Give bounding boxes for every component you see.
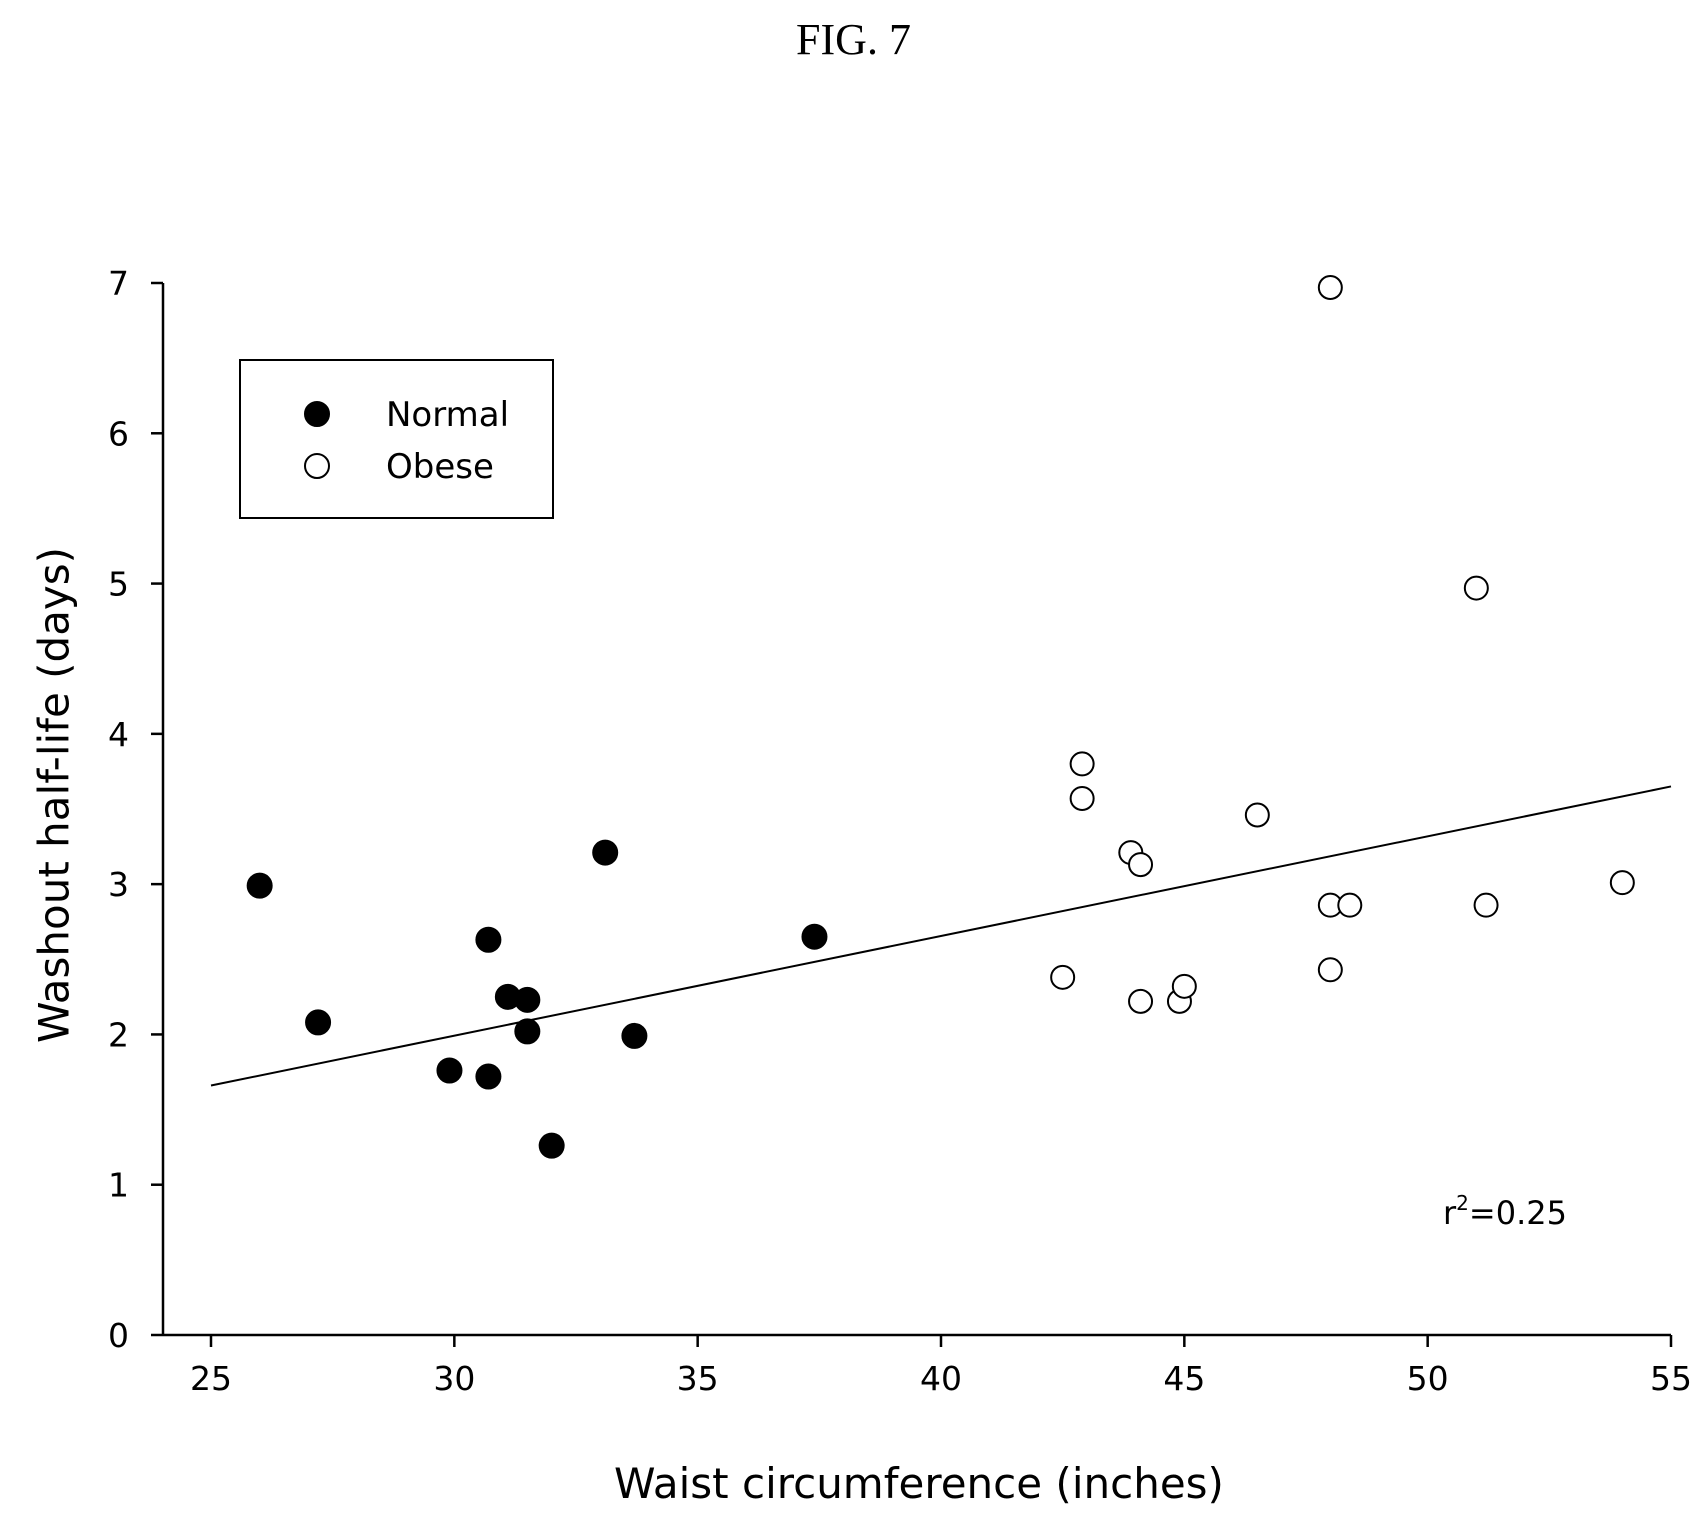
obese-data-point — [1244, 802, 1270, 828]
r-squared-superscript: 2 — [1456, 1191, 1469, 1215]
y-tick-label: 5 — [108, 565, 129, 604]
legend-marker-obese — [304, 453, 330, 479]
x-tick-label: 55 — [1650, 1359, 1692, 1398]
legend-box — [239, 359, 554, 519]
normal-data-point — [475, 1063, 502, 1090]
normal-data-point — [436, 1057, 463, 1084]
obese-data-point — [1069, 785, 1095, 811]
obese-data-point — [1463, 575, 1489, 601]
obese-data-point — [1050, 964, 1076, 990]
normal-data-point — [475, 926, 502, 953]
obese-data-point — [1473, 892, 1499, 918]
y-axis-ticks: 0 1 2 3 4 5 6 7 — [108, 264, 163, 1355]
y-tick-label: 4 — [108, 715, 129, 754]
obese-data-point — [1337, 892, 1363, 918]
normal-data-point — [621, 1022, 648, 1049]
r-squared-prefix: r — [1443, 1194, 1457, 1232]
obese-data-point — [1317, 275, 1343, 301]
normal-data-point — [305, 1009, 332, 1036]
normal-data-point — [514, 986, 541, 1013]
normal-data-point — [592, 839, 619, 866]
y-tick-label: 6 — [108, 414, 129, 453]
normal-data-point — [514, 1018, 541, 1045]
figure-label: FIG. 7 — [796, 15, 911, 64]
x-tick-label: 25 — [190, 1359, 232, 1398]
y-tick-label: 3 — [108, 865, 129, 904]
legend-marker-normal — [304, 401, 330, 427]
data-points — [246, 275, 1635, 1159]
obese-data-point — [1069, 751, 1095, 777]
obese-data-point — [1171, 973, 1197, 999]
x-tick-label: 30 — [433, 1359, 475, 1398]
regression-line — [210, 785, 1672, 1087]
y-tick-label: 2 — [108, 1015, 129, 1054]
normal-data-point — [801, 923, 828, 950]
x-axis-title: Waist circumference (inches) — [614, 1459, 1224, 1508]
x-tick-label: 50 — [1407, 1359, 1449, 1398]
obese-data-point — [1128, 852, 1154, 878]
x-axis-ticks: 25 30 35 40 45 50 55 — [190, 1335, 1692, 1398]
r-squared-annotation: r2=0.25 — [1443, 1191, 1567, 1232]
obese-data-point — [1128, 988, 1154, 1014]
r-squared-value: =0.25 — [1469, 1194, 1567, 1232]
legend-label-obese: Obese — [386, 447, 494, 487]
legend: Normal Obese — [239, 359, 554, 519]
x-tick-label: 45 — [1163, 1359, 1205, 1398]
obese-data-point — [1609, 870, 1635, 896]
obese-data-point — [1317, 957, 1343, 983]
x-tick-label: 40 — [920, 1359, 962, 1398]
y-tick-label: 0 — [108, 1316, 129, 1355]
y-tick-label: 1 — [108, 1166, 129, 1205]
y-axis-title: Washout half-life (days) — [30, 547, 79, 1043]
y-tick-label: 7 — [108, 264, 129, 303]
normal-data-point — [246, 872, 273, 899]
normal-data-point — [538, 1132, 565, 1159]
legend-label-normal: Normal — [386, 395, 509, 435]
x-tick-label: 35 — [677, 1359, 719, 1398]
